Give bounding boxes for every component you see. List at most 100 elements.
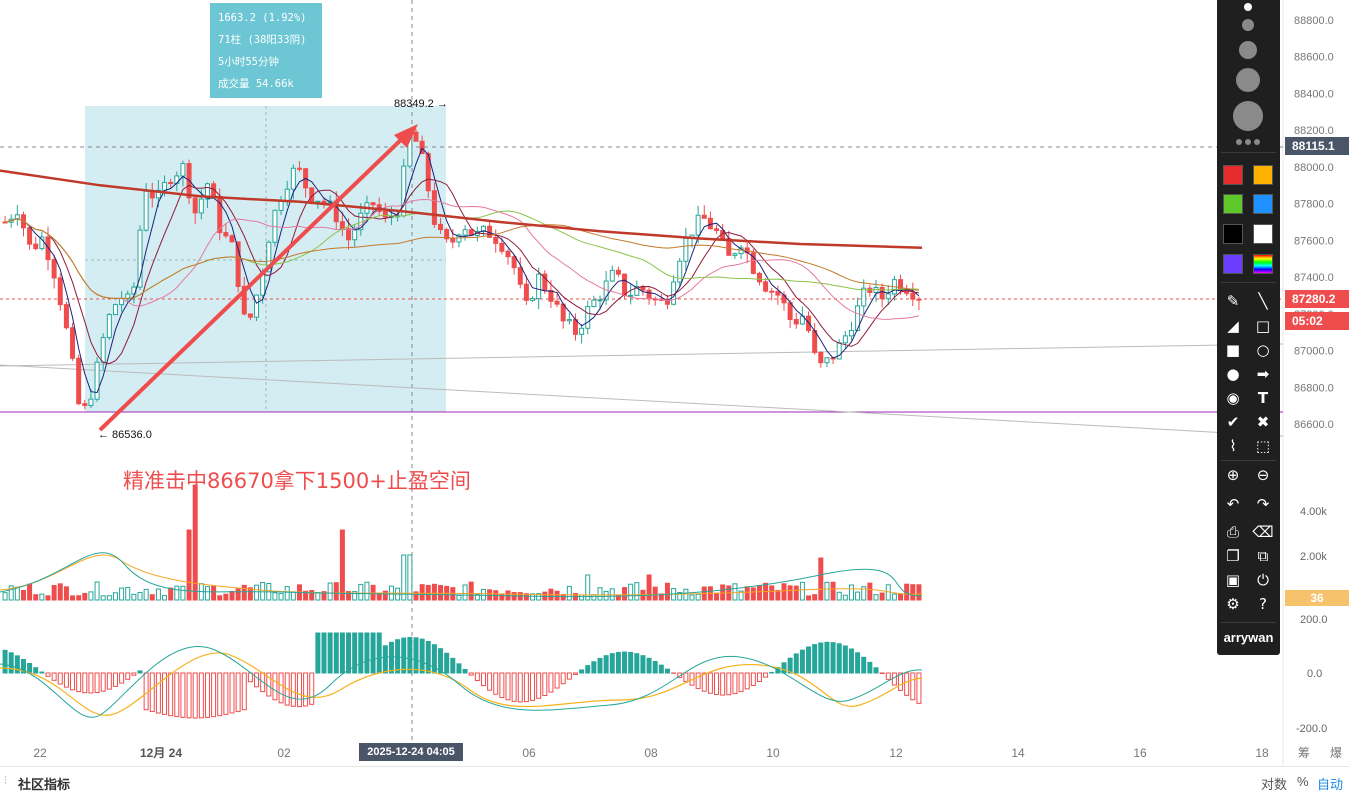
macd-bar xyxy=(573,673,577,674)
price-tick-label: 86800.0 xyxy=(1294,382,1334,394)
select-region-icon[interactable]: ⬚ xyxy=(1252,435,1274,457)
volume-bar xyxy=(89,592,93,600)
macd-bar xyxy=(414,638,418,673)
clear-icon[interactable]: ⌫ xyxy=(1252,521,1274,543)
price-tick-label: 88000.0 xyxy=(1294,162,1334,174)
save-icon[interactable]: ▣ xyxy=(1222,569,1244,591)
volume-bar xyxy=(782,584,786,600)
indicator-icon[interactable]: ⫶ xyxy=(4,775,7,788)
macd-bar xyxy=(819,643,823,673)
cross-icon[interactable]: ✖ xyxy=(1252,411,1274,433)
color-picker-swatch[interactable] xyxy=(1253,254,1273,274)
color-green-swatch[interactable] xyxy=(1223,194,1243,214)
rectangle-filled-icon[interactable]: ■ xyxy=(1222,339,1244,361)
macd-bar xyxy=(641,656,645,673)
zoom-in-icon[interactable]: ⊕ xyxy=(1222,464,1244,486)
check-icon[interactable]: ✔ xyxy=(1222,411,1244,433)
price-tick-label: 88600.0 xyxy=(1294,52,1334,64)
pencil-icon[interactable]: ✎ xyxy=(1222,290,1244,312)
volume-bar xyxy=(169,588,173,600)
auto-scale-toggle[interactable]: 自动 xyxy=(1317,774,1343,793)
macd-bar xyxy=(647,658,651,673)
candle-body xyxy=(715,229,719,231)
ellipse-filled-icon[interactable]: ● xyxy=(1222,363,1244,385)
volume-bar xyxy=(58,584,62,600)
candle-body xyxy=(95,362,99,399)
macd-bar xyxy=(371,633,375,673)
settings-icon[interactable]: ⚙ xyxy=(1222,593,1244,615)
measure-bars: 71柱 (38阳33阴) xyxy=(218,29,314,51)
volume-bar xyxy=(3,593,7,600)
candle-body xyxy=(89,399,93,405)
macd-bar xyxy=(451,658,455,673)
candle-body xyxy=(849,330,853,335)
color-yellow-swatch[interactable] xyxy=(1253,165,1273,185)
macd-bar xyxy=(224,673,228,714)
time-tick-label: 22 xyxy=(33,746,47,760)
volume-bar xyxy=(120,588,124,600)
rectangle-outline-icon[interactable]: □ xyxy=(1252,315,1274,337)
macd-bar xyxy=(886,673,890,679)
macd-bar xyxy=(794,654,798,673)
macd-bar xyxy=(911,673,915,700)
candle-body xyxy=(322,201,326,202)
zoom-out-icon[interactable]: ⊖ xyxy=(1252,464,1274,486)
candle-body xyxy=(819,352,823,362)
candle-body xyxy=(107,315,111,338)
brush-size-selector[interactable] xyxy=(1217,0,1280,150)
power-icon[interactable]: ⏻ xyxy=(1252,569,1274,591)
log-scale-toggle[interactable]: 对数 xyxy=(1261,774,1287,793)
color-white-swatch[interactable] xyxy=(1253,224,1273,244)
color-blue-swatch[interactable] xyxy=(1253,194,1273,214)
macd-bar xyxy=(328,633,332,673)
color-red-swatch[interactable] xyxy=(1223,165,1243,185)
macd-bar xyxy=(297,673,301,707)
marker-icon[interactable]: ◉ xyxy=(1222,387,1244,409)
macd-bar xyxy=(868,662,872,673)
measure-info-box: 1663.2 (1.92%) 71柱 (38阳33阴) 5小时55分钟 成交量 … xyxy=(210,3,322,98)
print-icon[interactable]: ⎙ xyxy=(1222,521,1244,543)
arrow-tool-icon[interactable]: ➡ xyxy=(1252,363,1274,385)
percent-scale-toggle[interactable]: % xyxy=(1297,774,1309,789)
volume-bar xyxy=(665,583,669,600)
macd-bar xyxy=(494,673,498,694)
volume-bar xyxy=(684,589,688,600)
macd-bar xyxy=(310,673,314,704)
macd-bar xyxy=(58,673,62,684)
macd-bar xyxy=(880,673,884,674)
candle-body xyxy=(702,215,706,218)
color-black-swatch[interactable] xyxy=(1223,224,1243,244)
line-tool-icon[interactable]: ╲ xyxy=(1252,290,1274,312)
undo-icon[interactable]: ↶ xyxy=(1222,493,1244,515)
candle-body xyxy=(506,251,510,256)
measure-duration: 5小时55分钟 xyxy=(218,51,314,73)
candle-body xyxy=(340,222,344,229)
eraser-icon[interactable]: ◢ xyxy=(1222,315,1244,337)
redo-icon[interactable]: ↷ xyxy=(1252,493,1274,515)
text-tool-icon[interactable]: T xyxy=(1252,387,1274,409)
volume-bar xyxy=(770,586,774,600)
countdown-tag: 05:02 xyxy=(1285,312,1349,330)
ellipse-outline-icon[interactable]: ○ xyxy=(1252,339,1274,361)
community-indicators-button[interactable]: 社区指标 xyxy=(18,774,70,793)
candle-body xyxy=(886,294,890,299)
candle-body xyxy=(708,218,712,229)
copy-icon[interactable]: ❐ xyxy=(1222,545,1244,567)
color-purple-swatch[interactable] xyxy=(1223,254,1243,274)
volume-bar xyxy=(144,589,148,600)
volume-bar xyxy=(463,585,467,600)
candle-body xyxy=(71,328,75,359)
help-icon[interactable]: ? xyxy=(1252,593,1274,615)
candle-body xyxy=(297,168,301,169)
duplicate-icon[interactable]: ⧉ xyxy=(1252,545,1274,567)
macd-bar xyxy=(764,673,768,677)
macd-bar xyxy=(856,653,860,673)
measure-change: 1663.2 (1.92%) xyxy=(218,7,314,29)
macd-bar xyxy=(218,673,222,716)
candle-body xyxy=(684,238,688,261)
volume-bar xyxy=(721,585,725,600)
eyedropper-icon[interactable]: ⌇ xyxy=(1222,435,1244,457)
macd-bar xyxy=(702,673,706,691)
macd-bar xyxy=(396,640,400,673)
